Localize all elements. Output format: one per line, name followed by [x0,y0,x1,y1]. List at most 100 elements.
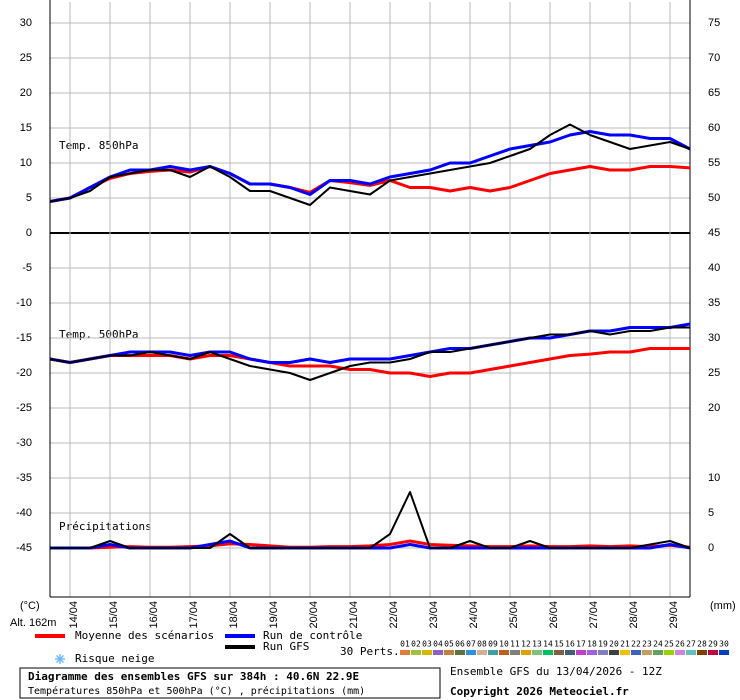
perturbation-label: 05 [444,640,454,649]
x-tick-label: 15/04 [108,601,120,629]
perturbation-swatch [433,650,443,655]
perturbation-label: 01 [400,640,410,649]
perturbation-label: 30 [719,640,729,649]
y-axis-label: (°C) [20,600,40,612]
perturbation-label: 27 [686,640,696,649]
perturbation-label: 20 [609,640,619,649]
y2-tick-label: 0 [708,542,714,554]
x-tick-label: 20/04 [308,601,320,629]
x-tick-label: 25/04 [508,601,520,629]
x-tick-label: 24/04 [468,601,480,629]
y2-tick-label: 35 [708,297,720,309]
perturbation-swatch [675,650,685,655]
perturbation-swatch [642,650,652,655]
series-line [49,123,691,206]
perturbation-swatch [499,650,509,655]
perturbation-swatch [609,650,619,655]
perturbation-swatch [598,650,608,655]
perturbation-label: 23 [642,640,652,649]
y-tick-label: 5 [26,192,32,204]
y2-tick-label: 25 [708,367,720,379]
y-tick-label: -10 [16,297,32,309]
y-tick-label: 30 [20,17,32,29]
panel-label: Précipitations [59,520,152,533]
perturbation-swatch [554,650,564,655]
legend-label: Run GFS [263,640,309,653]
perturbation-swatch [631,650,641,655]
perturbation-label: 14 [543,640,553,649]
y2-tick-label: 75 [708,17,720,29]
perturbation-swatch [521,650,531,655]
perturbation-label: 29 [708,640,718,649]
perturbation-label: 09 [488,640,498,649]
panel-label: Temp. 500hPa [59,328,138,341]
y-tick-label: 20 [20,87,32,99]
x-tick-label: 27/04 [588,601,600,629]
snow-icon [55,654,65,664]
y2-tick-label: 60 [708,122,720,134]
perturbation-swatch [444,650,454,655]
x-tick-label: 26/04 [548,601,560,629]
perturbation-swatch [455,650,465,655]
y-tick-label: 0 [26,227,32,239]
y2-tick-label: 10 [708,472,720,484]
perturbation-label: 16 [565,640,575,649]
perturbation-swatch [543,650,553,655]
perturbation-swatch [510,650,520,655]
perturbation-label: 26 [675,640,685,649]
perturbation-label: 17 [576,640,586,649]
panel-label: Temp. 850hPa [59,139,138,152]
perturbation-swatch [477,650,487,655]
y-tick-label: -45 [16,542,32,554]
perturbation-label: 22 [631,640,641,649]
y-tick-label: 25 [20,52,32,64]
x-tick-label: 22/04 [388,601,400,629]
perturbation-label: 13 [532,640,542,649]
perturbation-swatch [532,650,542,655]
y2-tick-label: 45 [708,227,720,239]
perturbation-swatch [488,650,498,655]
perturbation-swatch [576,650,586,655]
y2-tick-label: 65 [708,87,720,99]
x-tick-label: 14/04 [68,601,80,629]
perturbation-label: 21 [620,640,630,649]
perturbation-label: 25 [664,640,674,649]
x-tick-label: 28/04 [628,601,640,629]
perturbation-swatch [686,650,696,655]
y-tick-label: -35 [16,472,32,484]
y2-tick-label: 5 [708,507,714,519]
y-tick-label: -30 [16,437,32,449]
perturbation-swatch [620,650,630,655]
y2-tick-label: 70 [708,52,720,64]
perturbation-label: 10 [499,640,509,649]
perturbation-label: 18 [587,640,597,649]
series-line [50,491,691,549]
x-tick-label: 23/04 [428,601,440,629]
y-tick-label: -40 [16,507,32,519]
series-line [49,130,691,203]
perturbation-label: 12 [521,640,531,649]
chart-title: Diagramme des ensembles GFS sur 384h : 4… [28,670,359,683]
y-tick-label: -5 [22,262,32,274]
perturbation-label: 07 [466,640,476,649]
perturbation-label: 04 [433,640,443,649]
perturbation-label: 24 [653,640,663,649]
perturbation-swatch [697,650,707,655]
chart-subtitle: Températures 850hPa et 500hPa (°C) , pré… [28,685,365,697]
perturbation-swatch [708,650,718,655]
x-tick-label: 16/04 [148,601,160,629]
run-info: Ensemble GFS du 13/04/2026 - 12Z [450,665,662,678]
altitude: Alt. 162m [10,617,56,629]
perturbation-swatch [653,650,663,655]
y2-axis-label: (mm) [710,600,736,612]
perturbation-swatch [466,650,476,655]
perturbation-swatch [719,650,729,655]
legend-label: Moyenne des scénarios [75,629,214,642]
perturbation-label: 08 [477,640,487,649]
perturbation-label: 11 [510,640,520,649]
y2-tick-label: 40 [708,262,720,274]
title-box [19,667,441,699]
y-tick-label: -20 [16,367,32,379]
y2-tick-label: 55 [708,157,720,169]
perturbation-label: 02 [411,640,421,649]
